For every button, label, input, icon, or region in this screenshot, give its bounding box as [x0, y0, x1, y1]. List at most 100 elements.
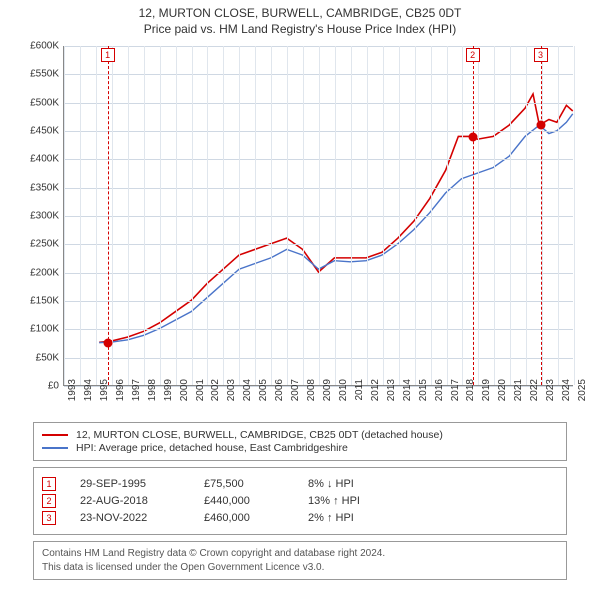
legend-label: 12, MURTON CLOSE, BURWELL, CAMBRIDGE, CB…: [76, 429, 443, 441]
xtick-label: 1993: [67, 379, 78, 401]
legend-label: HPI: Average price, detached house, East…: [76, 442, 348, 454]
xtick-label: 2022: [529, 379, 540, 401]
gridline-v: [144, 46, 145, 385]
gridline-v: [447, 46, 448, 385]
event-delta: 2% ↑ HPI: [308, 512, 398, 524]
xtick-label: 2009: [322, 379, 333, 401]
xtick-label: 2001: [195, 379, 206, 401]
legend-swatch: [42, 434, 68, 436]
gridline-v: [239, 46, 240, 385]
gridline-v: [207, 46, 208, 385]
gridline-v: [192, 46, 193, 385]
ytick-label: £150K: [15, 296, 59, 307]
ytick-label: £600K: [15, 41, 59, 52]
xtick-label: 2010: [338, 379, 349, 401]
gridline-v: [271, 46, 272, 385]
gridline-v: [80, 46, 81, 385]
gridline-v: [383, 46, 384, 385]
xtick-label: 1996: [115, 379, 126, 401]
gridline-v: [160, 46, 161, 385]
gridline-v: [319, 46, 320, 385]
ytick-label: £250K: [15, 239, 59, 250]
gridline-v: [223, 46, 224, 385]
xtick-label: 1998: [147, 379, 158, 401]
legend-row: 12, MURTON CLOSE, BURWELL, CAMBRIDGE, CB…: [42, 429, 558, 441]
xtick-label: 2021: [513, 379, 524, 401]
xtick-label: 2011: [354, 379, 365, 401]
footer-line2: This data is licensed under the Open Gov…: [42, 561, 558, 575]
event-vline: [541, 46, 542, 385]
xtick-label: 1997: [131, 379, 142, 401]
event-num-box: 2: [42, 494, 56, 508]
xtick-label: 2023: [545, 379, 556, 401]
chart-area: £0 £50K £100K £150K £200K £250K £300K £350K £400…: [15, 40, 585, 420]
xtick-label: 2016: [434, 379, 445, 401]
event-date: 29-SEP-1995: [80, 478, 180, 490]
event-marker-box: 3: [534, 48, 548, 62]
xtick-label: 2017: [450, 379, 461, 401]
gridline-v: [128, 46, 129, 385]
title-subtitle: Price paid vs. HM Land Registry's House …: [139, 22, 462, 36]
series-hpi: [99, 114, 573, 343]
xtick-label: 1995: [99, 379, 110, 401]
gridline-v: [478, 46, 479, 385]
gridline-v: [415, 46, 416, 385]
footer-line1: Contains HM Land Registry data © Crown c…: [42, 547, 558, 561]
footer-box: Contains HM Land Registry data © Crown c…: [33, 541, 567, 580]
gridline-v: [462, 46, 463, 385]
xtick-label: 2014: [402, 379, 413, 401]
xtick-label: 2020: [497, 379, 508, 401]
gridline-v: [367, 46, 368, 385]
gridline-v: [558, 46, 559, 385]
gridline-v: [431, 46, 432, 385]
xtick-label: 2018: [465, 379, 476, 401]
gridline-v: [303, 46, 304, 385]
event-dot: [468, 132, 477, 141]
gridline-v: [96, 46, 97, 385]
xtick-label: 2008: [306, 379, 317, 401]
gridline-v: [494, 46, 495, 385]
gridline-v: [255, 46, 256, 385]
gridline-v: [335, 46, 336, 385]
event-row: 323-NOV-2022£460,0002% ↑ HPI: [42, 511, 558, 525]
event-marker-box: 1: [101, 48, 115, 62]
xtick-label: 2007: [290, 379, 301, 401]
ytick-label: £400K: [15, 154, 59, 165]
ytick-label: £100K: [15, 324, 59, 335]
xtick-label: 2025: [577, 379, 588, 401]
event-date: 22-AUG-2018: [80, 495, 180, 507]
ytick-label: £200K: [15, 267, 59, 278]
event-row: 222-AUG-2018£440,00013% ↑ HPI: [42, 494, 558, 508]
gridline-v: [574, 46, 575, 385]
ytick-label: £550K: [15, 69, 59, 80]
xtick-label: 2024: [561, 379, 572, 401]
event-delta: 8% ↓ HPI: [308, 478, 398, 490]
ytick-label: £350K: [15, 182, 59, 193]
ytick-label: £50K: [15, 352, 59, 363]
ytick-label: £0: [15, 381, 59, 392]
xtick-label: 2006: [274, 379, 285, 401]
event-num-box: 3: [42, 511, 56, 525]
event-dot: [536, 121, 545, 130]
gridline-v: [542, 46, 543, 385]
title-address: 12, MURTON CLOSE, BURWELL, CAMBRIDGE, CB…: [139, 6, 462, 20]
event-marker-box: 2: [466, 48, 480, 62]
xtick-label: 1994: [83, 379, 94, 401]
gridline-v: [510, 46, 511, 385]
event-vline: [108, 46, 109, 385]
xtick-label: 2005: [258, 379, 269, 401]
plot-region: 1 2 3: [63, 46, 573, 386]
event-date: 23-NOV-2022: [80, 512, 180, 524]
event-price: £75,500: [204, 478, 284, 490]
ytick-label: £300K: [15, 211, 59, 222]
ytick-label: £500K: [15, 97, 59, 108]
xtick-label: 2000: [179, 379, 190, 401]
gridline-v: [64, 46, 65, 385]
event-vline: [473, 46, 474, 385]
xtick-label: 1999: [163, 379, 174, 401]
legend-row: HPI: Average price, detached house, East…: [42, 442, 558, 454]
ytick-label: £450K: [15, 126, 59, 137]
event-dot: [103, 339, 112, 348]
xtick-label: 2013: [386, 379, 397, 401]
xtick-label: 2002: [210, 379, 221, 401]
